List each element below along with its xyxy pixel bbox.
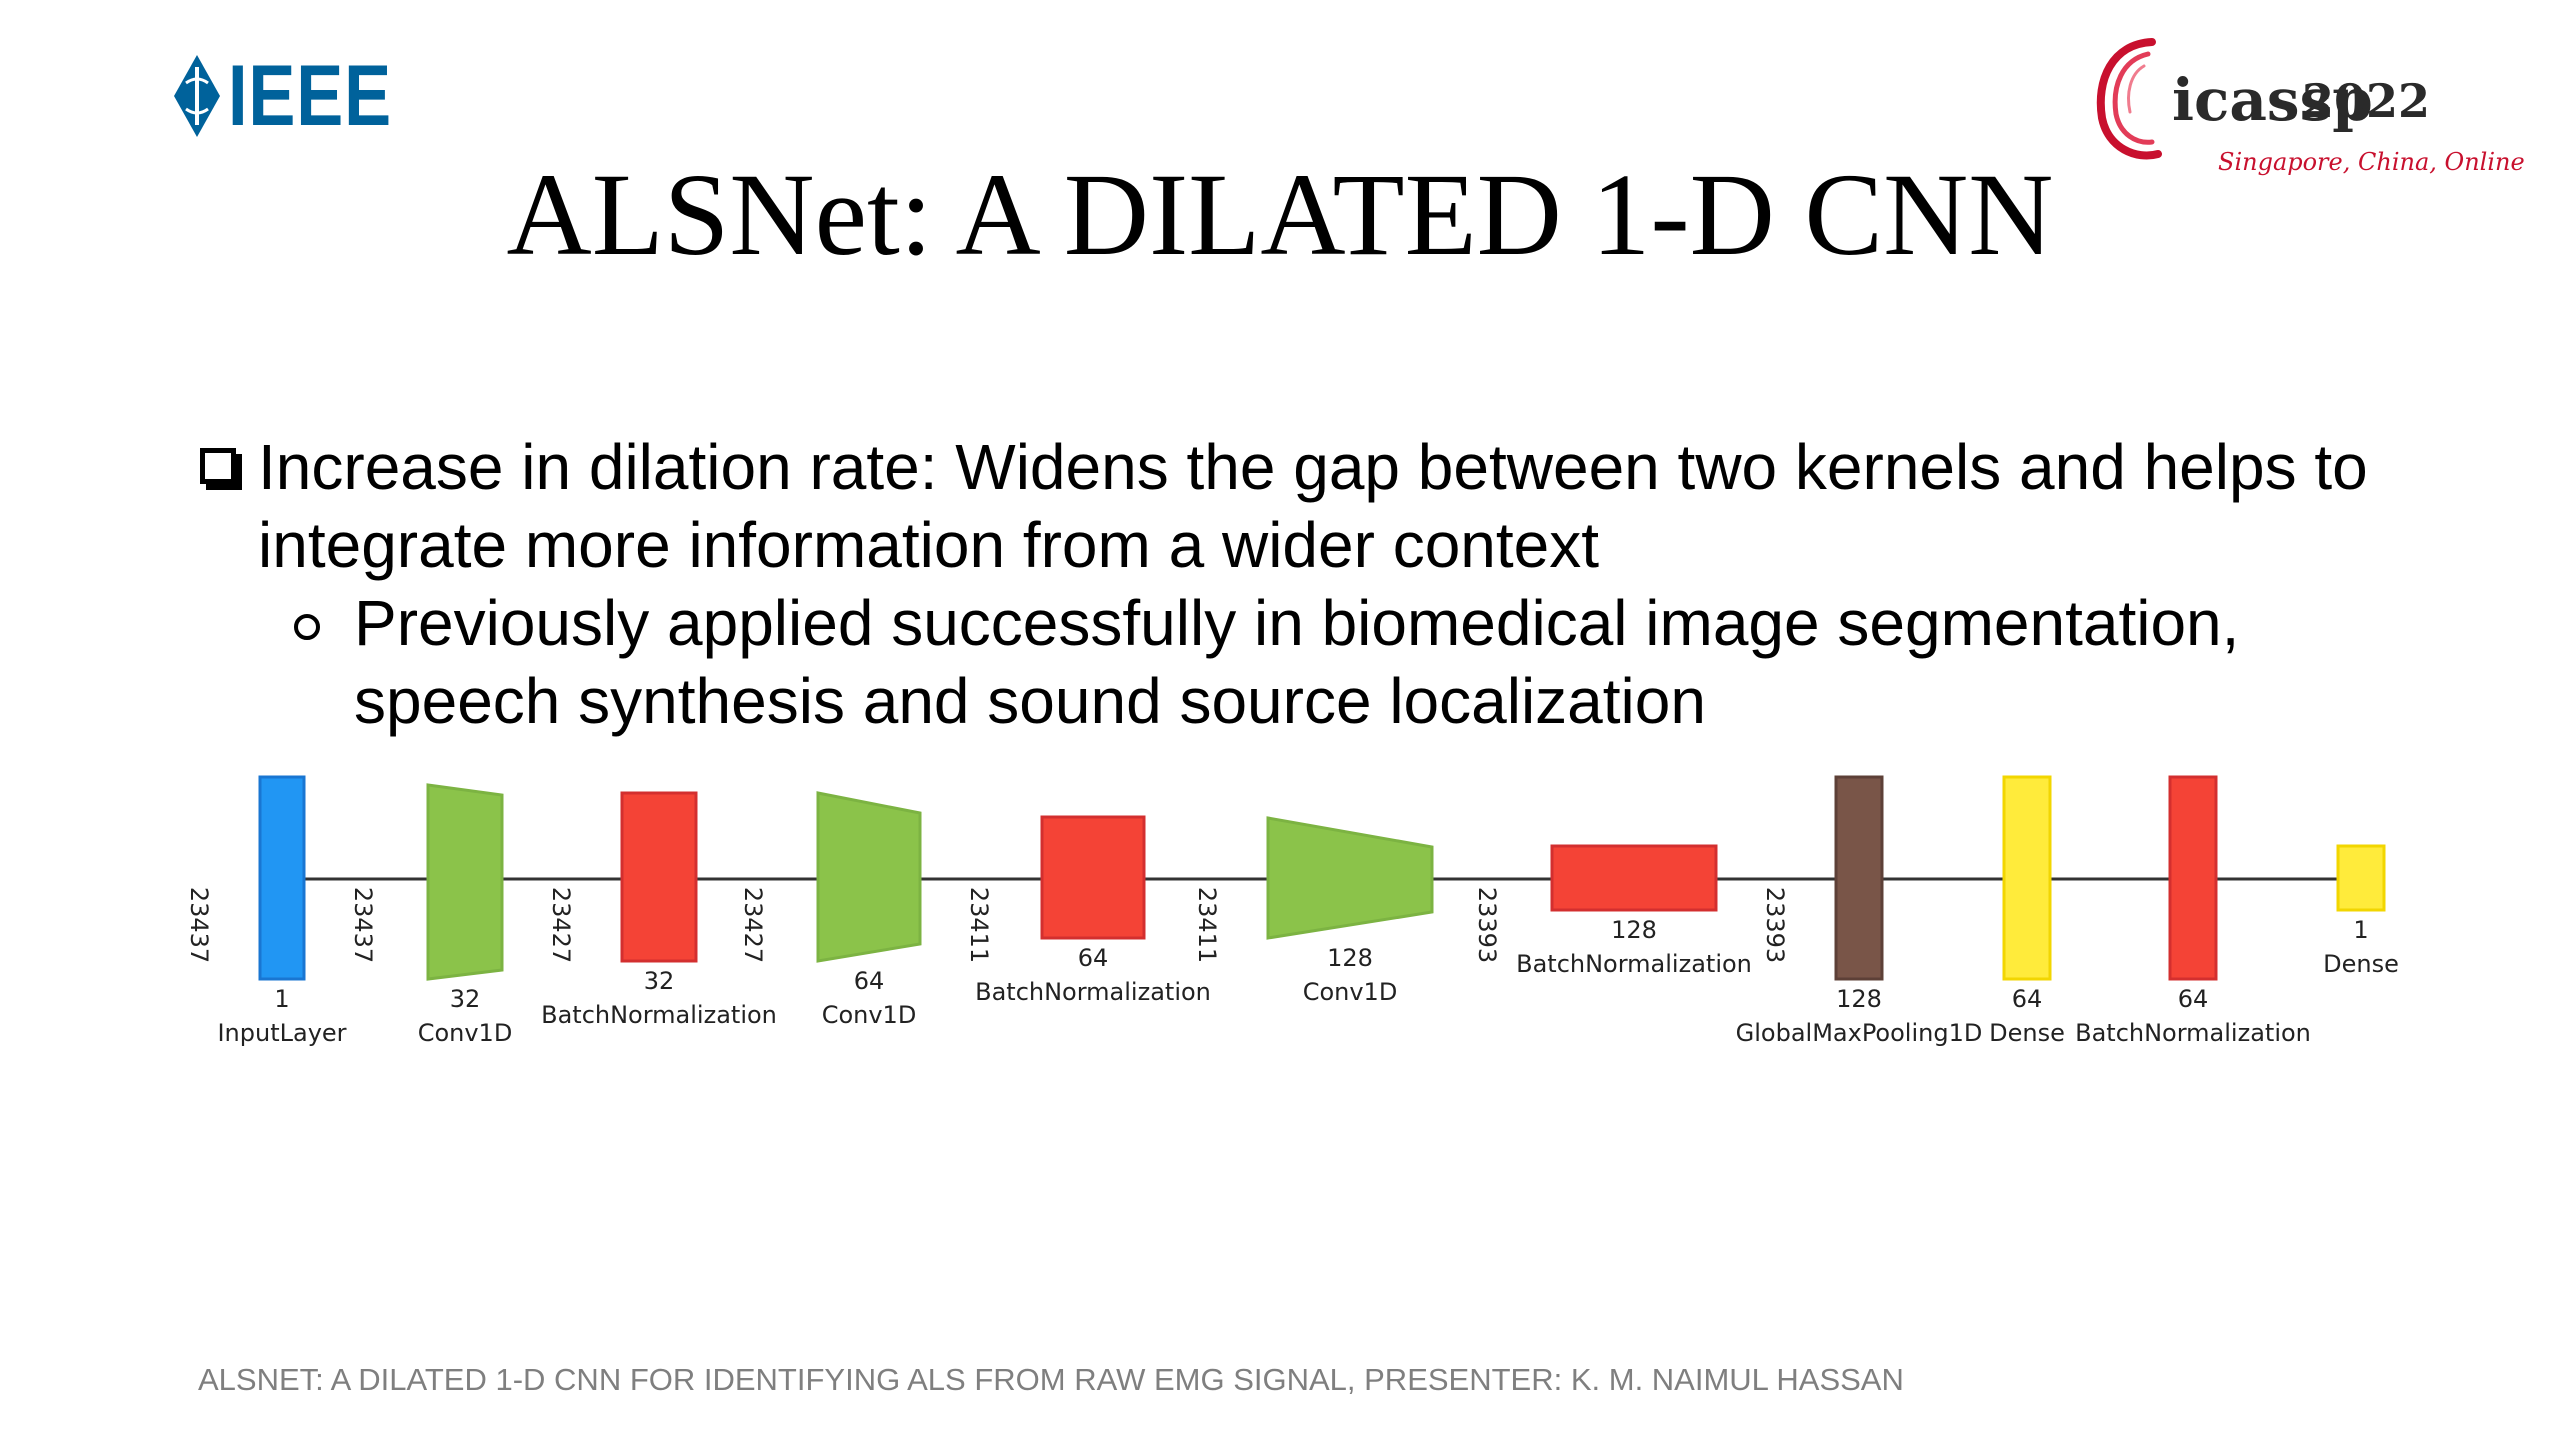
layer-units-label: 128 (1327, 944, 1373, 972)
layer-type-label: BatchNormalization (2075, 1019, 2311, 1047)
layer-units-label: 1 (2353, 916, 2368, 944)
circle-bullet-icon (294, 614, 320, 640)
layer-units-label: 32 (450, 985, 481, 1013)
bullet-list: Increase in dilation rate: Widens the ga… (200, 428, 2460, 740)
layer-type-label: BatchNormalization (975, 978, 1211, 1006)
batchnormalization-block (620, 791, 698, 963)
dimension-label: 23411 (965, 887, 993, 963)
bullet-text: Increase in dilation rate: Widens the ga… (258, 431, 2368, 581)
conv1d-block (1266, 816, 1434, 940)
layer-units-label: 64 (2178, 985, 2209, 1013)
batchnormalization-block (1040, 815, 1146, 940)
layer-type-label: BatchNormalization (541, 1001, 777, 1029)
sub-bullet-text: Previously applied successfully in biome… (354, 587, 2240, 737)
layer-units-label: 32 (644, 967, 675, 995)
batchnormalization-block (2168, 775, 2218, 981)
sub-bullet-item: Previously applied successfully in biome… (200, 584, 2460, 740)
dense-block (2002, 775, 2052, 981)
icassp-wordmark: icassp (2172, 66, 2373, 134)
layer-type-label: InputLayer (217, 1019, 346, 1047)
conv1d-block (426, 783, 504, 981)
layer-units-label: 64 (2012, 985, 2043, 1013)
layer-units-label: 64 (854, 967, 885, 995)
slide-footer: ALSNET: A DILATED 1-D CNN FOR IDENTIFYIN… (198, 1362, 1904, 1397)
layer-units-label: 1 (274, 985, 289, 1013)
ieee-wordmark: IEEE (228, 48, 392, 144)
icassp-year: 2022 (2302, 74, 2431, 128)
dimension-label: 23437 (349, 887, 377, 963)
dimension-label: 23427 (547, 887, 575, 963)
dimension-label: 23393 (1761, 887, 1789, 963)
dimension-label: 23437 (185, 887, 213, 963)
layer-type-label: Conv1D (822, 1001, 917, 1029)
batchnormalization-block (1550, 844, 1718, 912)
dimension-label: 23411 (1193, 887, 1221, 963)
layer-type-label: BatchNormalization (1516, 950, 1752, 978)
layer-type-label: Conv1D (418, 1019, 513, 1047)
ieee-logo: IEEE (172, 52, 428, 140)
inputlayer-block (258, 775, 306, 981)
dimension-label: 23393 (1473, 887, 1501, 963)
layer-type-label: Dense (2323, 950, 2399, 978)
layer-type-label: Dense (1989, 1019, 2065, 1047)
dense-block (2336, 844, 2386, 912)
layer-units-label: 128 (1611, 916, 1657, 944)
network-architecture-diagram: 1 InputLayer 32 Conv1D 32 BatchNormalization 6… (185, 775, 2399, 1047)
layer-type-label: GlobalMaxPooling1D (1736, 1019, 1983, 1047)
layer-type-label: Conv1D (1303, 978, 1398, 1006)
conv1d-block (816, 791, 922, 963)
icassp-swirl-icon (2096, 38, 2162, 160)
globalmaxpooling1d-block (1834, 775, 1884, 981)
icassp-location: Singapore, China, Online (2218, 148, 2525, 176)
layer-units-label: 128 (1836, 985, 1882, 1013)
ieee-diamond-icon (174, 55, 220, 137)
icassp-logo: icassp 2022 Singapore, China, Online (2092, 30, 2525, 180)
square-bullet-icon (200, 448, 236, 484)
dimension-label: 23427 (739, 887, 767, 963)
slide-title: ALSNet: A DILATED 1-D CNN (506, 149, 2054, 280)
layer-units-label: 64 (1078, 944, 1109, 972)
bullet-item: Increase in dilation rate: Widens the ga… (200, 428, 2460, 584)
